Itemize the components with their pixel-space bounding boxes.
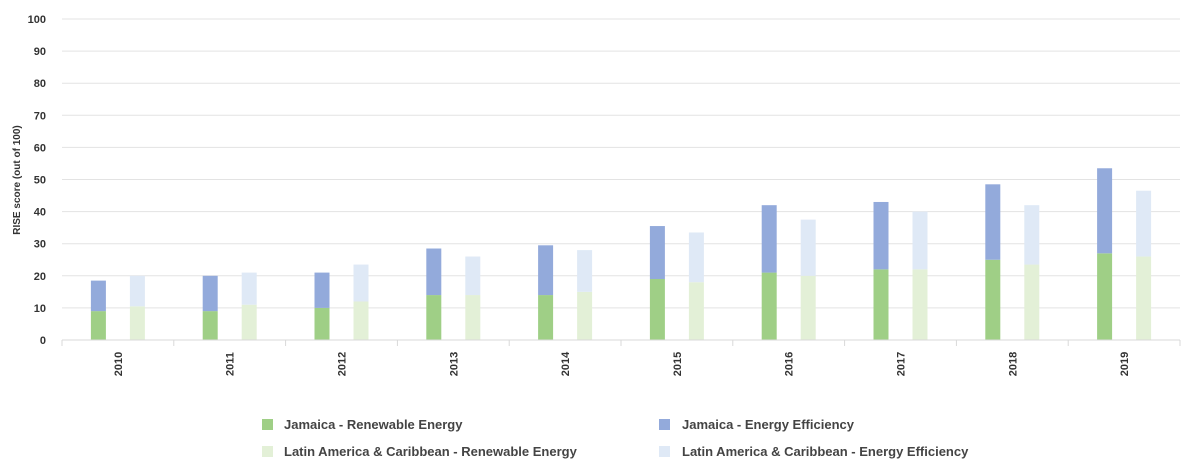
y-tick-label: 0	[40, 335, 46, 347]
legend: Jamaica - Renewable Energy Jamaica - Ene…	[262, 417, 969, 459]
y-tick-label: 60	[34, 142, 46, 154]
legend-swatch-jamaica-renewable-energy	[262, 419, 273, 430]
bar-2016-g1-s1	[800, 219, 816, 276]
bar-2012-g1-s1	[353, 264, 369, 302]
x-axis: 2010 2011 2012 2013 2014 2015 2016 2017 2018 2019	[61, 340, 1181, 376]
gridlines	[62, 18, 1180, 309]
bar-2010-g0-s0	[90, 311, 106, 340]
bar-2015-g0-s0	[649, 279, 665, 340]
bar-2017-g1-s0	[912, 269, 928, 340]
bar-2017-g1-s1	[912, 211, 928, 270]
x-tick-label: 2016	[784, 352, 796, 376]
y-tick-label: 80	[34, 78, 46, 90]
bars	[90, 168, 1152, 340]
bar-2016-g0-s0	[761, 272, 777, 340]
bar-2015-g1-s1	[688, 232, 704, 283]
legend-swatch-lac-energy-efficiency	[659, 446, 670, 457]
x-tick-label: 2014	[560, 351, 572, 376]
bar-2014-g1-s0	[577, 291, 593, 340]
legend-swatch-lac-renewable-energy	[262, 446, 273, 457]
bar-2013-g1-s0	[465, 295, 481, 340]
x-tick-label: 2011	[225, 352, 237, 376]
y-tick-label: 40	[34, 207, 46, 219]
bar-2016-g0-s1	[761, 205, 777, 273]
y-tick-label: 20	[34, 271, 46, 283]
y-tick-label: 70	[34, 110, 46, 122]
y-tick-label: 90	[34, 46, 46, 58]
x-tick-label: 2019	[1119, 352, 1131, 376]
bar-2011-g1-s0	[241, 304, 257, 340]
bar-2019-g0-s1	[1097, 168, 1113, 254]
legend-label-lac-energy-efficiency: Latin America & Caribbean - Energy Effic…	[682, 444, 969, 459]
bar-2019-g1-s0	[1136, 256, 1152, 340]
bar-2016-g1-s0	[800, 275, 816, 340]
bar-2018-g1-s1	[1024, 205, 1040, 265]
x-tick-label: 2010	[113, 352, 125, 376]
bar-2019-g0-s0	[1097, 253, 1113, 340]
bar-2010-g0-s1	[90, 280, 106, 312]
bar-2010-g1-s1	[129, 275, 145, 307]
y-axis-title: RISE score (out of 100)	[12, 125, 23, 234]
x-tick-label: 2018	[1007, 352, 1019, 376]
bar-2013-g0-s1	[426, 248, 442, 296]
x-tick-label: 2013	[448, 352, 460, 376]
bar-2012-g0-s0	[314, 307, 330, 340]
legend-label-jamaica-energy-efficiency: Jamaica - Energy Efficiency	[682, 417, 855, 432]
x-tick-label: 2012	[337, 352, 349, 376]
y-tick-label: 50	[34, 175, 46, 187]
legend-swatch-jamaica-energy-efficiency	[659, 419, 670, 430]
bar-2012-g1-s0	[353, 301, 369, 340]
bar-2015-g1-s0	[688, 282, 704, 340]
bar-2012-g0-s1	[314, 272, 330, 308]
bar-2010-g1-s0	[129, 306, 145, 340]
y-tick-label: 10	[34, 303, 46, 315]
bar-2019-g1-s1	[1136, 190, 1152, 257]
bar-2015-g0-s1	[649, 226, 665, 280]
legend-label-lac-renewable-energy: Latin America & Caribbean - Renewable En…	[284, 444, 578, 459]
bar-2013-g1-s1	[465, 256, 481, 296]
bar-2013-g0-s0	[426, 295, 442, 340]
legend-label-jamaica-renewable-energy: Jamaica - Renewable Energy	[284, 417, 463, 432]
bar-2011-g0-s0	[202, 311, 218, 340]
y-axis: 0 10 20 30 40 50 60 70 80 90 100	[28, 14, 46, 347]
x-tick-label: 2017	[896, 352, 908, 376]
bar-2014-g1-s1	[577, 250, 593, 292]
bar-2017-g0-s1	[873, 201, 889, 270]
y-tick-label: 30	[34, 239, 46, 251]
bar-2014-g0-s0	[538, 295, 554, 340]
bar-2017-g0-s0	[873, 269, 889, 340]
bar-2011-g0-s1	[202, 275, 218, 312]
bar-2014-g0-s1	[538, 245, 554, 296]
bar-2018-g0-s0	[985, 259, 1001, 340]
bar-2018-g1-s0	[1024, 264, 1040, 340]
bar-2011-g1-s1	[241, 272, 257, 305]
x-tick-label: 2015	[672, 352, 684, 376]
bar-2018-g0-s1	[985, 184, 1001, 260]
y-tick-label: 100	[28, 14, 46, 26]
